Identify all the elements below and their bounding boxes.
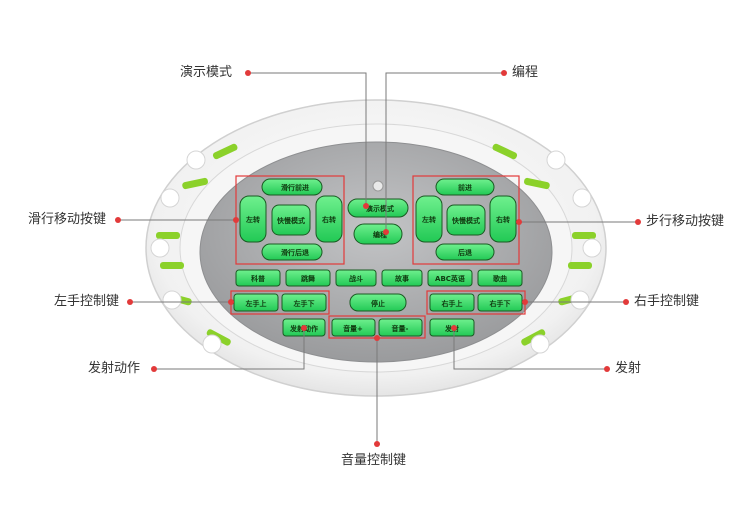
left-hand-down-label: 左手下 — [293, 299, 315, 308]
glide-cross-labels: 滑行前进 滑行后退 左转 右转 快慢模式 — [245, 183, 336, 257]
walk-left-key[interactable] — [415, 195, 443, 243]
glide-forward-key[interactable] — [261, 178, 323, 196]
stop-label: 停止 — [371, 299, 385, 308]
walk-speed-key[interactable] — [446, 204, 486, 236]
left-hand-up-label: 左手上 — [245, 299, 267, 308]
callout-programming: 编程 — [512, 65, 539, 80]
volume-up-key[interactable] — [331, 318, 376, 337]
fight-label: 战斗 — [349, 274, 363, 283]
glide-back-key[interactable] — [261, 243, 323, 261]
callout-left-hand-keys: 左手控制键 — [54, 294, 120, 309]
callout-demo-mode: 演示模式 — [180, 65, 233, 80]
callout-right-hand-keys: 右手控制键 — [634, 294, 700, 309]
glide-forward-label: 滑行前进 — [281, 183, 309, 192]
key-panel — [199, 141, 553, 363]
glide-cross — [239, 178, 343, 261]
left-hand-up-key[interactable] — [233, 293, 279, 312]
program-label: 编程 — [373, 230, 387, 239]
science-label: 科普 — [251, 274, 265, 283]
glide-left-label: 左转 — [245, 215, 260, 224]
callout-volume-keys: 音量控制键 — [341, 453, 407, 468]
song-label: 歌曲 — [493, 274, 507, 283]
walk-forward-key[interactable] — [435, 178, 495, 196]
callout-fire: 发射 — [615, 361, 642, 376]
science-key[interactable] — [235, 269, 281, 287]
walk-cross-labels: 前进 后退 左转 右转 快慢模式 — [421, 183, 510, 257]
story-label: 故事 — [395, 274, 409, 283]
walk-right-key[interactable] — [489, 195, 517, 243]
glide-speed-key[interactable] — [271, 204, 311, 236]
callout-walk-move-keys: 步行移动按键 — [646, 214, 725, 229]
walk-speed-label: 快慢模式 — [452, 216, 480, 225]
right-hand-up-label: 右手上 — [441, 299, 463, 308]
walk-left-label: 左转 — [421, 215, 436, 224]
stop-key[interactable] — [349, 293, 407, 312]
walk-cross — [415, 178, 517, 261]
glide-back-label: 滑行后退 — [281, 248, 309, 257]
story-key[interactable] — [381, 269, 423, 287]
right-hand-down-label: 右手下 — [489, 299, 511, 308]
demo-mode-key[interactable] — [347, 198, 409, 218]
volume-down-label: 音量- — [392, 324, 409, 333]
callout-glide-move-keys: 滑行移动按键 — [28, 212, 107, 227]
walk-forward-label: 前进 — [458, 183, 472, 192]
right-hand-down-key[interactable] — [477, 293, 523, 312]
leader-lines — [120, 72, 636, 442]
walk-back-label: 后退 — [458, 248, 472, 257]
walk-back-key[interactable] — [435, 243, 495, 261]
glide-right-label: 右转 — [321, 215, 336, 224]
callout-fire-action: 发射动作 — [88, 361, 141, 376]
fight-key[interactable] — [335, 269, 377, 287]
leader-dots — [115, 70, 641, 447]
song-key[interactable] — [477, 269, 523, 287]
glide-right-key[interactable] — [315, 195, 343, 243]
volume-down-key[interactable] — [378, 318, 423, 337]
glide-speed-label: 快慢模式 — [277, 216, 305, 225]
status-led — [372, 180, 384, 192]
demo-mode-label: 演示模式 — [366, 204, 394, 213]
dance-key[interactable] — [285, 269, 331, 287]
english-label: ABC英语 — [435, 274, 465, 283]
left-hand-down-key[interactable] — [281, 293, 327, 312]
english-key[interactable] — [427, 269, 473, 287]
rim-studs — [150, 150, 602, 354]
glide-left-key[interactable] — [239, 195, 267, 243]
walk-right-label: 右转 — [495, 215, 510, 224]
dance-label: 跳舞 — [301, 274, 315, 283]
program-key[interactable] — [353, 223, 403, 245]
right-hand-up-key[interactable] — [429, 293, 475, 312]
volume-up-label: 音量+ — [343, 324, 363, 333]
